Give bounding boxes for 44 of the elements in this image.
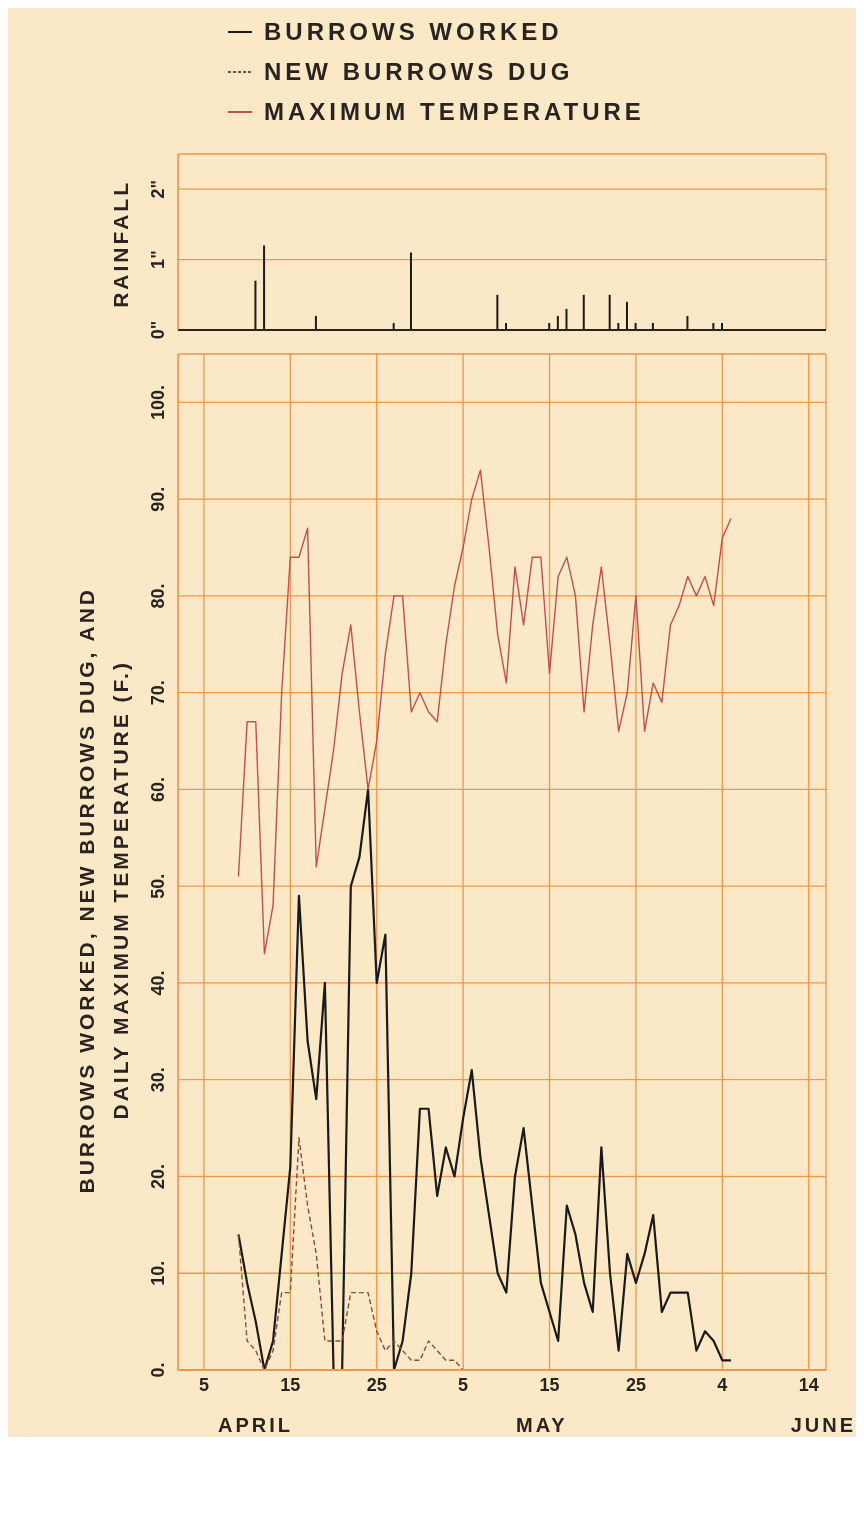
y-tick-label: 90. <box>148 486 168 512</box>
bar <box>608 294 611 330</box>
x-tick-label: 15 <box>280 1374 301 1395</box>
line-series <box>237 1137 464 1370</box>
y-tick-label: 100. <box>148 384 168 420</box>
y-axis-title: RAINFALL <box>108 180 133 308</box>
bar <box>263 245 266 330</box>
x-tick-label: 5 <box>458 1374 469 1395</box>
bar <box>409 252 412 330</box>
bar <box>496 294 499 330</box>
bar <box>565 308 568 330</box>
bar <box>254 280 257 330</box>
y-tick-label: 30. <box>148 1067 168 1093</box>
x-tick-label: 15 <box>539 1374 560 1395</box>
line-series <box>237 469 732 955</box>
y-tick-label: 60. <box>148 776 168 802</box>
y-tick-label: 0" <box>148 320 168 340</box>
text: MAY <box>516 1414 568 1437</box>
bar <box>582 294 585 330</box>
x-tick-label: 5 <box>198 1374 209 1395</box>
bar <box>686 315 689 330</box>
line-series <box>237 788 733 1370</box>
x-tick-label: 14 <box>798 1374 819 1395</box>
y-tick-label: 2" <box>148 179 168 199</box>
x-tick-label: 25 <box>366 1374 387 1395</box>
bar <box>314 315 317 330</box>
y-tick-label: 50. <box>148 873 168 899</box>
text: JUNE <box>790 1414 856 1437</box>
y-tick-label: 80. <box>148 583 168 609</box>
legend-label: BURROWS WORKED <box>264 18 563 46</box>
text: APRIL <box>218 1414 293 1437</box>
y-tick-label: 70. <box>148 680 168 706</box>
y-tick-label: 40. <box>148 970 168 996</box>
x-tick-label: 25 <box>625 1374 646 1395</box>
y-tick-label: 20. <box>148 1163 168 1189</box>
y-tick-label: 0. <box>148 1362 168 1378</box>
bar <box>556 315 559 330</box>
bar <box>625 301 628 330</box>
y-tick-label: 1" <box>148 250 168 269</box>
y-axis-title: BURROWS WORKED, NEW BURROWS DUG, AND DAILY MAXIMUM TEMPERATURE (F.) <box>74 587 133 1194</box>
legend-label: NEW BURROWS DUG <box>264 58 574 86</box>
legend-label: MAXIMUM TEMPERATURE <box>264 98 645 126</box>
y-tick-label: 10. <box>148 1260 168 1286</box>
x-tick-label: 4 <box>717 1374 728 1395</box>
